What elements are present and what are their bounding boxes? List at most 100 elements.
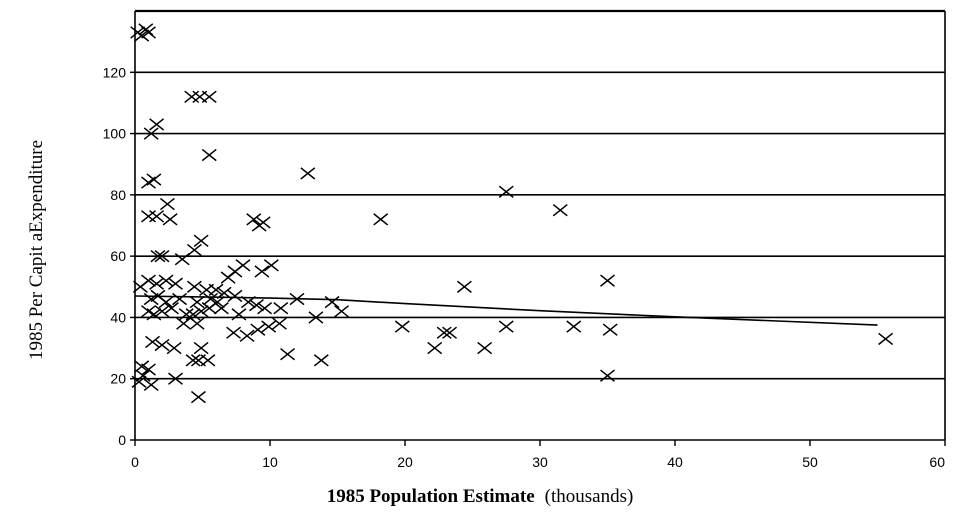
y-tick-label-60: 60 — [110, 248, 126, 264]
data-point-26 — [193, 234, 209, 248]
y-axis-ticks: 0 20 40 60 80 100 120 — [103, 64, 135, 448]
data-point-6 — [201, 90, 217, 103]
data-point-70 — [189, 317, 205, 330]
data-point-32 — [220, 271, 236, 284]
data-point-59 — [213, 302, 229, 315]
data-point-3 — [141, 26, 156, 39]
x-tick-label-50: 50 — [802, 454, 818, 470]
data-point-7 — [143, 127, 159, 140]
data-point-63 — [273, 302, 289, 315]
data-point-80 — [498, 320, 514, 333]
data-point-61 — [249, 298, 264, 312]
data-point-35 — [149, 277, 165, 290]
data-point-31 — [254, 265, 270, 278]
data-point-72 — [239, 329, 255, 342]
data-point-13 — [141, 210, 156, 223]
data-point-14 — [149, 210, 165, 223]
data-point-98 — [143, 378, 159, 392]
data-point-64 — [289, 292, 305, 306]
data-point-8 — [149, 118, 165, 131]
data-point-81 — [566, 320, 582, 333]
x-tick-label-60: 60 — [929, 454, 945, 470]
data-point-18 — [251, 219, 267, 232]
data-point-19 — [300, 167, 316, 180]
data-point-1 — [134, 29, 150, 42]
data-point-24 — [154, 249, 170, 263]
data-point-100 — [600, 369, 615, 382]
data-point-83 — [145, 335, 161, 349]
y-tick-label-20: 20 — [110, 371, 126, 387]
data-point-44 — [158, 295, 174, 309]
data-point-84 — [154, 338, 170, 352]
x-tick-label-30: 30 — [532, 454, 548, 470]
data-point-85 — [166, 341, 182, 355]
data-point-36 — [158, 274, 174, 287]
data-point-21 — [498, 185, 514, 198]
data-point-97 — [131, 375, 147, 388]
data-point-73 — [250, 323, 266, 336]
data-point-38 — [186, 280, 202, 293]
data-point-54 — [163, 302, 179, 315]
y-axis-label: 1985 Per Capit aExpenditure — [26, 140, 47, 360]
data-point-86 — [193, 341, 209, 355]
data-point-60 — [231, 308, 247, 321]
y-tick-label-80: 80 — [110, 187, 126, 203]
data-point-42 — [143, 292, 159, 306]
data-point-68 — [600, 274, 615, 287]
grid-lines — [135, 71, 945, 380]
data-point-29 — [263, 259, 279, 272]
x-axis-ticks: 0 10 20 30 40 50 60 — [131, 440, 946, 470]
data-point-25 — [186, 243, 202, 257]
data-point-46 — [189, 295, 205, 309]
x-tick-label-10: 10 — [262, 454, 278, 470]
data-point-88 — [313, 354, 329, 367]
y-tick-label-120: 120 — [103, 64, 127, 80]
data-point-62 — [257, 302, 273, 315]
data-point-15 — [162, 213, 178, 226]
data-point-71 — [226, 326, 242, 339]
data-point-99 — [168, 372, 183, 385]
x-tick-label-20: 20 — [397, 454, 413, 470]
data-point-23 — [150, 249, 166, 263]
data-point-102 — [878, 332, 894, 346]
data-point-87 — [280, 348, 296, 361]
x-axis-label-main: 1985 Population Estimate — [327, 486, 535, 507]
data-points — [130, 23, 894, 404]
data-point-93 — [200, 354, 216, 367]
data-point-79 — [442, 326, 458, 339]
data-point-56 — [185, 308, 201, 321]
plot-frame — [134, 9, 946, 441]
x-tick-label-0: 0 — [131, 454, 139, 470]
data-point-45 — [172, 292, 188, 306]
data-point-27 — [174, 253, 190, 266]
x-axis-label-unit: (thousands) — [545, 486, 634, 507]
data-point-50 — [240, 295, 256, 309]
data-point-16 — [246, 213, 262, 226]
data-point-57 — [193, 305, 209, 318]
data-point-78 — [436, 326, 452, 339]
data-point-76 — [308, 311, 324, 324]
data-point-82 — [602, 323, 618, 336]
data-point-89 — [427, 341, 443, 355]
data-point-22 — [552, 203, 568, 217]
data-point-75 — [271, 317, 287, 330]
data-point-34 — [141, 274, 156, 287]
data-point-66 — [334, 305, 350, 318]
data-point-40 — [208, 283, 224, 297]
data-point-90 — [477, 341, 493, 355]
data-point-9 — [201, 148, 217, 162]
data-point-4 — [184, 90, 200, 103]
data-point-101 — [190, 390, 206, 404]
data-point-12 — [159, 197, 175, 211]
data-point-77 — [394, 320, 410, 333]
data-point-69 — [176, 317, 192, 330]
data-point-74 — [261, 320, 277, 333]
x-tick-label-40: 40 — [667, 454, 683, 470]
data-point-11 — [146, 173, 162, 186]
data-point-67 — [456, 280, 472, 293]
y-tick-label-100: 100 — [103, 126, 127, 142]
data-point-95 — [141, 363, 156, 376]
data-point-49 — [227, 289, 243, 303]
data-point-20 — [373, 213, 389, 226]
